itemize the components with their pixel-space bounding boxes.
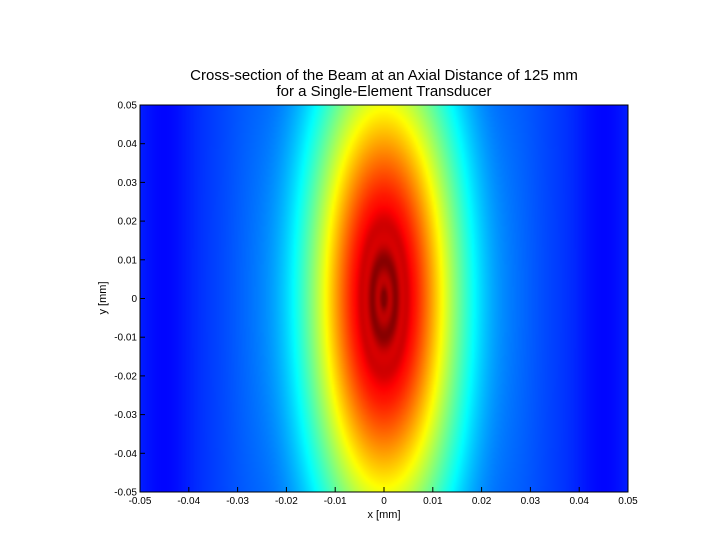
x-tick-label: -0.02	[275, 496, 298, 507]
y-axis-label: y [mm]	[97, 282, 109, 315]
y-tick-label: -0.05	[114, 488, 137, 499]
x-tick-label: 0.03	[521, 496, 541, 507]
y-tick-label: 0	[131, 294, 137, 305]
x-tick-label: -0.04	[177, 496, 200, 507]
x-tick-label: -0.01	[324, 496, 347, 507]
y-tick-label: 0.05	[118, 101, 138, 112]
x-tick-label: 0.05	[618, 496, 638, 507]
beam-intensity-heatmap	[140, 105, 628, 492]
x-tick-label: 0.02	[472, 496, 492, 507]
y-tick-label: 0.04	[118, 139, 138, 150]
x-axis-label: x [mm]	[368, 509, 401, 521]
plot-frame	[139, 104, 629, 493]
x-tick-label: 0.01	[423, 496, 443, 507]
y-tick-label: 0.01	[118, 255, 138, 266]
x-tick-label: -0.05	[129, 496, 152, 507]
y-tick-label: 0.03	[118, 178, 138, 189]
x-axis-ticks: -0.05 -0.04 -0.03 -0.02 -0.01 0 0.01 0.02 0.03 0.…	[129, 487, 638, 507]
x-tick-label: 0	[381, 496, 387, 507]
y-tick-label: -0.03	[114, 410, 137, 421]
y-tick-label: -0.02	[114, 371, 137, 382]
y-tick-label: -0.04	[114, 449, 137, 460]
x-tick-label: 0.04	[569, 496, 589, 507]
x-tick-label: -0.03	[226, 496, 249, 507]
chart-subtitle: for a Single-Element Transducer	[276, 83, 492, 100]
y-axis-ticks: 0.05 0.04 0.03 0.02 0.01 0 -0.01 -0.02 -0.03 -0.0…	[114, 101, 145, 499]
y-tick-label: -0.01	[114, 333, 137, 344]
chart-title: Cross-section of the Beam at an Axial Di…	[190, 67, 578, 84]
y-tick-label: 0.02	[118, 217, 138, 228]
